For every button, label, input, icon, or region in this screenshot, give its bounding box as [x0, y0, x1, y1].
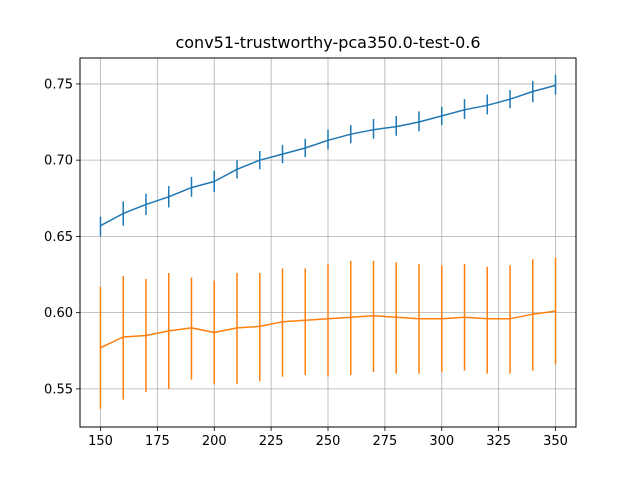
data-point — [440, 115, 443, 117]
data-point — [349, 316, 352, 319]
data-point — [213, 331, 216, 334]
data-point — [304, 147, 307, 149]
data-point — [145, 203, 147, 206]
data-point — [463, 316, 466, 319]
series-layer — [99, 74, 557, 409]
x-tick-label: 175 — [145, 434, 170, 449]
data-point — [418, 317, 420, 320]
series-1 — [99, 74, 557, 237]
data-point — [486, 104, 489, 107]
data-point — [486, 317, 489, 320]
data-point — [531, 90, 534, 93]
y-tick-label: 0.75 — [44, 77, 73, 92]
x-tick-label: 225 — [259, 434, 284, 449]
y-tick-label: 0.55 — [44, 382, 73, 397]
data-point — [372, 314, 375, 317]
data-point — [327, 139, 329, 142]
data-point — [509, 317, 511, 320]
data-point — [554, 84, 557, 87]
data-point — [531, 313, 534, 315]
x-tick-label: 350 — [543, 434, 568, 449]
data-point — [349, 133, 352, 136]
data-point — [190, 186, 193, 189]
data-point — [418, 121, 420, 123]
x-tick-label: 300 — [429, 434, 454, 449]
x-tick-label: 275 — [372, 434, 397, 449]
data-point — [395, 316, 398, 319]
data-point — [99, 346, 102, 349]
data-point — [281, 153, 284, 155]
axes: 150 175 200 225 250 275 300 325 350 0.55 0.60 0.65 0… — [44, 77, 568, 449]
data-point — [440, 317, 443, 320]
y-tick-label: 0.60 — [44, 306, 73, 321]
data-point — [167, 330, 170, 332]
x-tick-label: 150 — [88, 434, 113, 449]
data-point — [122, 212, 125, 215]
chart-title: conv51-trustworthy-pca350.0-test-0.6 — [175, 33, 480, 52]
data-point — [145, 334, 147, 337]
data-point — [258, 159, 261, 161]
y-tick-label: 0.70 — [44, 154, 73, 169]
data-point — [213, 180, 216, 183]
grid — [80, 58, 576, 427]
data-point — [99, 224, 102, 227]
x-tick-label: 200 — [202, 434, 227, 449]
data-point — [167, 195, 170, 198]
data-point — [122, 336, 125, 338]
x-tick-label: 250 — [316, 434, 341, 449]
data-point — [236, 327, 238, 329]
data-point — [395, 125, 398, 128]
data-point — [327, 317, 329, 320]
data-point — [190, 327, 193, 329]
data-point — [463, 109, 466, 111]
data-point — [372, 128, 375, 131]
data-point — [281, 320, 284, 323]
data-point — [236, 168, 238, 171]
series-2 — [99, 257, 557, 409]
x-tick-label: 325 — [486, 434, 511, 449]
data-point — [554, 310, 557, 312]
data-point — [509, 98, 511, 100]
data-point — [258, 325, 261, 328]
y-tick-label: 0.65 — [44, 230, 73, 245]
data-point — [304, 319, 307, 322]
